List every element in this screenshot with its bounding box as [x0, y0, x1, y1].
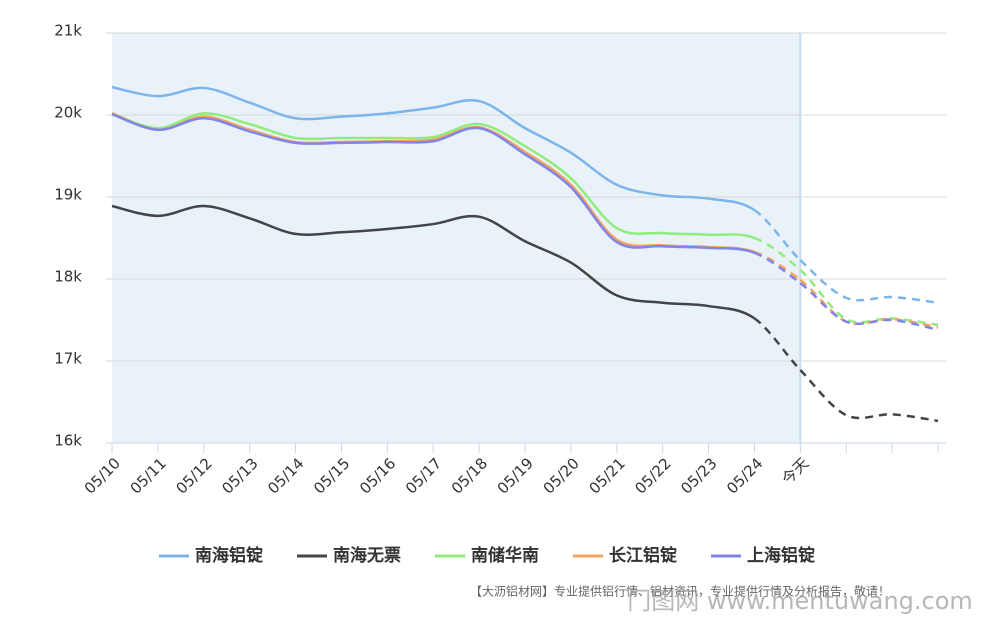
- y-tick-label: 17k: [54, 350, 82, 368]
- x-tick-label: 05/19: [494, 454, 537, 497]
- x-tick-label: 05/16: [356, 454, 399, 497]
- watermark: 门图网 www.mentuwang.com: [627, 587, 973, 615]
- legend-label: 南海无票: [333, 545, 401, 566]
- x-tick-label: 05/11: [127, 454, 170, 497]
- x-tick-label: 05/24: [723, 454, 766, 497]
- legend-label: 上海铝锭: [747, 545, 815, 566]
- x-tick-label: 05/18: [448, 454, 491, 497]
- y-tick-label: 20k: [54, 104, 82, 122]
- series-line: [111, 112, 755, 254]
- series-line: [111, 112, 755, 240]
- x-tick-label: 05/22: [631, 454, 674, 497]
- x-tick-label: 05/17: [402, 454, 445, 497]
- y-tick-label: 19k: [54, 186, 82, 204]
- x-tick-label: 05/21: [585, 454, 628, 497]
- series-connector: [753, 236, 802, 271]
- series-line-forecast: [799, 259, 939, 305]
- y-tick-label: 21k: [54, 22, 82, 40]
- x-tick-label: 05/10: [81, 454, 124, 497]
- legend-label: 南储华南: [471, 545, 539, 566]
- series-line: [111, 204, 756, 320]
- legend-item[interactable]: 上海铝锭: [711, 545, 815, 566]
- series-connector: [753, 209, 802, 262]
- legend-item[interactable]: 南储华南: [435, 545, 539, 566]
- legend-item[interactable]: 长江铝锭: [573, 545, 677, 566]
- y-tick-label: 18k: [54, 268, 82, 286]
- y-tick-label: 16k: [54, 432, 82, 450]
- x-tick-label: 05/13: [218, 454, 261, 497]
- series-line-forecast: [799, 282, 939, 332]
- series-line: [111, 85, 756, 212]
- series-line-forecast: [799, 369, 939, 423]
- legend-item[interactable]: 南海无票: [297, 545, 401, 566]
- x-tick-label: 05/20: [540, 454, 583, 497]
- credit: 【大沥铝材网】专业提供铝行情、铝材资讯，专业提供行情及分析报告，敬请！: [470, 584, 890, 599]
- x-tick-label: 05/12: [172, 454, 215, 497]
- x-tick-label: 05/15: [310, 454, 353, 497]
- x-tick-label: 05/14: [264, 454, 307, 497]
- x-tick-label: 今天: [778, 454, 812, 488]
- x-tick-label: 05/23: [677, 454, 720, 497]
- series-line: [111, 112, 755, 254]
- shaded-area: [112, 33, 801, 443]
- series-line-forecast: [799, 269, 939, 327]
- legend-label: 南海铝锭: [195, 545, 263, 566]
- series-connector: [753, 251, 802, 285]
- series-line-forecast: [799, 278, 939, 329]
- legend-label: 长江铝锭: [609, 545, 677, 566]
- legend-item[interactable]: 南海铝锭: [159, 545, 263, 566]
- series-connector: [753, 317, 802, 371]
